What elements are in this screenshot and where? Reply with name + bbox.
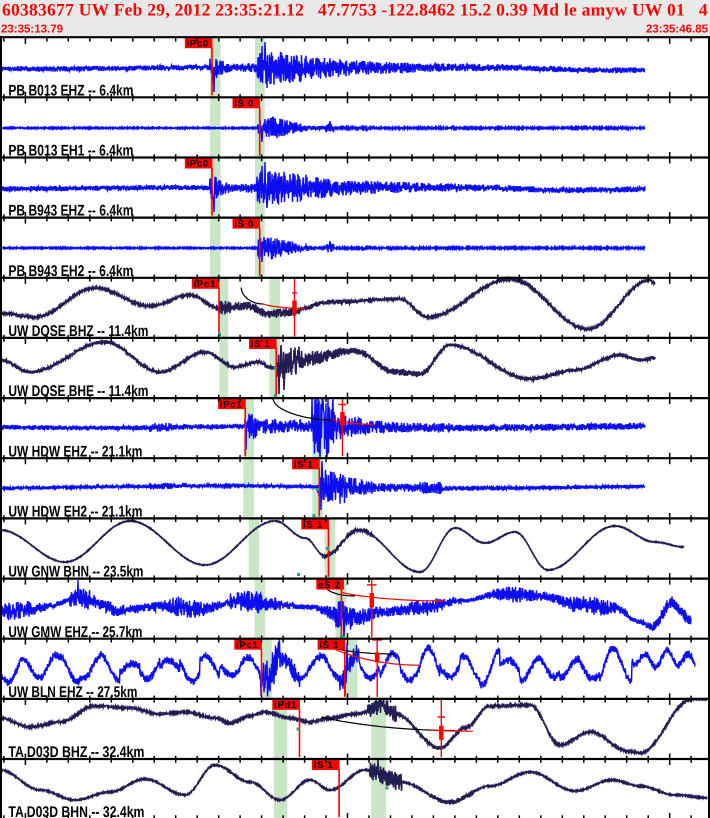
svg-text:UW DQSE BHE -- 11.4km: UW DQSE BHE -- 11.4km [8,383,148,400]
svg-text:23:35:46.85: 23:35:46.85 [646,24,709,36]
svg-text:iS 0: iS 0 [234,99,254,110]
svg-text:iS 1: iS 1 [303,520,323,531]
svg-text:iPc1: iPc1 [236,640,258,651]
svg-text:iS 1: iS 1 [319,640,339,651]
svg-text:UW DQSE BHZ -- 11.4km: UW DQSE BHZ -- 11.4km [8,323,148,340]
svg-text:iS 1: iS 1 [314,760,334,771]
svg-text:iPc1: iPc1 [220,399,242,410]
svg-text:TA D03D BHN -- 32.4km: TA D03D BHN -- 32.4km [8,804,144,818]
svg-text:iS 1: iS 1 [294,459,314,470]
svg-text:iPd1: iPd1 [274,700,297,711]
svg-text:UW GNW BHN -- 23.5km: UW GNW BHN -- 23.5km [8,564,143,581]
svg-text:UW HDW EHZ -- 21.1km: UW HDW EHZ -- 21.1km [8,443,142,460]
svg-text:UW BLN EHZ -- 27.5km: UW BLN EHZ -- 27.5km [8,684,137,701]
svg-text:iS 0: iS 0 [234,219,254,230]
svg-text:PB B013 EHZ -- 6.4km: PB B013 EHZ -- 6.4km [8,82,133,99]
svg-text:23:35:13.79: 23:35:13.79 [1,24,63,36]
svg-text:PB B943 EHZ -- 6.4km: PB B943 EHZ -- 6.4km [8,203,133,220]
svg-text:TA D03D BHZ -- 32.4km: TA D03D BHZ -- 32.4km [8,744,144,761]
svg-text:PB B943 EH2 -- 6.4km: PB B943 EH2 -- 6.4km [8,263,133,280]
svg-text:PB B013 EH1 -- 6.4km: PB B013 EH1 -- 6.4km [8,143,133,160]
svg-text:eS 2: eS 2 [318,580,340,591]
svg-text:iPc0: iPc0 [187,159,209,170]
svg-text:iPc0: iPc0 [187,38,209,49]
svg-text:60383677 UW Feb 29, 2012 23:35: 60383677 UW Feb 29, 2012 23:35:21.12 47.… [2,0,708,20]
svg-text:UW HDW EH2 -- 21.1km: UW HDW EH2 -- 21.1km [8,504,142,521]
svg-text:iS 1: iS 1 [251,339,271,350]
svg-text:UW GMW EHZ -- 25.7km: UW GMW EHZ -- 25.7km [8,624,142,641]
svg-text:iPc1: iPc1 [194,279,216,290]
